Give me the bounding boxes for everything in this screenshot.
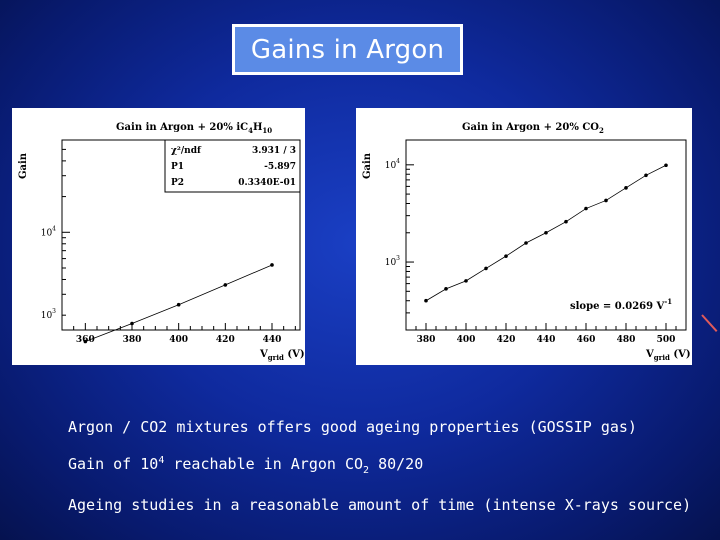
y-tick-label: 103 bbox=[41, 308, 56, 321]
y-axis-label: Gain bbox=[18, 152, 29, 179]
x-tick-label: 480 bbox=[617, 335, 636, 345]
data-point bbox=[83, 339, 88, 344]
y-tick-label: 103 bbox=[385, 255, 400, 268]
data-point bbox=[504, 254, 508, 258]
stats-label: P2 bbox=[171, 178, 184, 188]
stats-label: P1 bbox=[171, 162, 184, 172]
stats-value: 3.931 / 3 bbox=[252, 146, 296, 156]
bullet-1: Argon / CO2 mixtures offers good ageing … bbox=[68, 418, 637, 436]
data-point bbox=[424, 298, 428, 303]
x-axis-label: Vgrid (V) bbox=[259, 349, 305, 362]
chart-title: Gain in Argon + 20% CO2 bbox=[462, 122, 604, 135]
x-tick-label: 500 bbox=[657, 335, 676, 345]
data-point bbox=[464, 279, 468, 283]
chart-title: Gain in Argon + 20% iC4H10 bbox=[116, 122, 272, 135]
chart-isobutane: Gain in Argon + 20% iC4H10 Gain Vgrid (V) 3… bbox=[18, 122, 305, 362]
data-point bbox=[484, 266, 488, 271]
x-tick-label: 420 bbox=[497, 335, 516, 345]
x-tick-label: 400 bbox=[457, 335, 476, 345]
x-axis-label: Vgrid (V) bbox=[645, 349, 691, 362]
slide-title: Gains in Argon bbox=[250, 34, 445, 65]
data-point bbox=[270, 263, 274, 267]
bullet-3: Ageing studies in a reasonable amount of… bbox=[68, 496, 692, 514]
slope-annotation: slope = 0.0269 V-1 bbox=[570, 297, 672, 312]
stats-value: -5.897 bbox=[264, 162, 296, 172]
data-point bbox=[624, 186, 628, 190]
chart-panel-co2: Gain in Argon + 20% CO2 Gain Vgrid (V) 380 4… bbox=[356, 108, 692, 365]
data-point bbox=[176, 302, 181, 307]
chart-panel-isobutane: Gain in Argon + 20% iC4H10 Gain Vgrid (V) 3… bbox=[12, 108, 305, 365]
chart-co2: Gain in Argon + 20% CO2 Gain Vgrid (V) 380 4… bbox=[362, 122, 691, 362]
data-point bbox=[604, 198, 608, 203]
bullet-list: Argon / CO2 mixtures offers good ageing … bbox=[68, 410, 691, 522]
y-tick-label: 104 bbox=[41, 225, 56, 238]
data-point bbox=[544, 230, 548, 235]
bullet-2: Gain of 104 reachable in Argon CO2 80/20 bbox=[68, 455, 424, 476]
data-point bbox=[223, 283, 228, 287]
data-point bbox=[524, 241, 528, 245]
x-tick-label: 380 bbox=[417, 335, 436, 345]
stats-value: 0.3340E-01 bbox=[238, 178, 296, 188]
slide-title-box: Gains in Argon bbox=[232, 24, 463, 75]
data-point bbox=[664, 163, 668, 168]
decorative-line bbox=[701, 314, 718, 333]
data-point bbox=[584, 206, 588, 211]
y-tick-label: 104 bbox=[385, 158, 400, 171]
stats-label: χ²/ndf bbox=[171, 146, 202, 156]
data-point bbox=[564, 219, 568, 224]
x-tick-label: 380 bbox=[123, 335, 142, 345]
x-tick-label: 440 bbox=[263, 335, 282, 345]
data-point bbox=[130, 321, 134, 326]
x-tick-label: 460 bbox=[577, 335, 596, 345]
x-tick-label: 400 bbox=[169, 335, 188, 345]
data-point bbox=[444, 287, 448, 291]
y-axis-label: Gain bbox=[362, 152, 373, 179]
stats-box bbox=[164, 139, 301, 193]
x-tick-label: 440 bbox=[537, 335, 556, 345]
x-tick-label: 420 bbox=[216, 335, 235, 345]
data-point bbox=[644, 173, 648, 178]
